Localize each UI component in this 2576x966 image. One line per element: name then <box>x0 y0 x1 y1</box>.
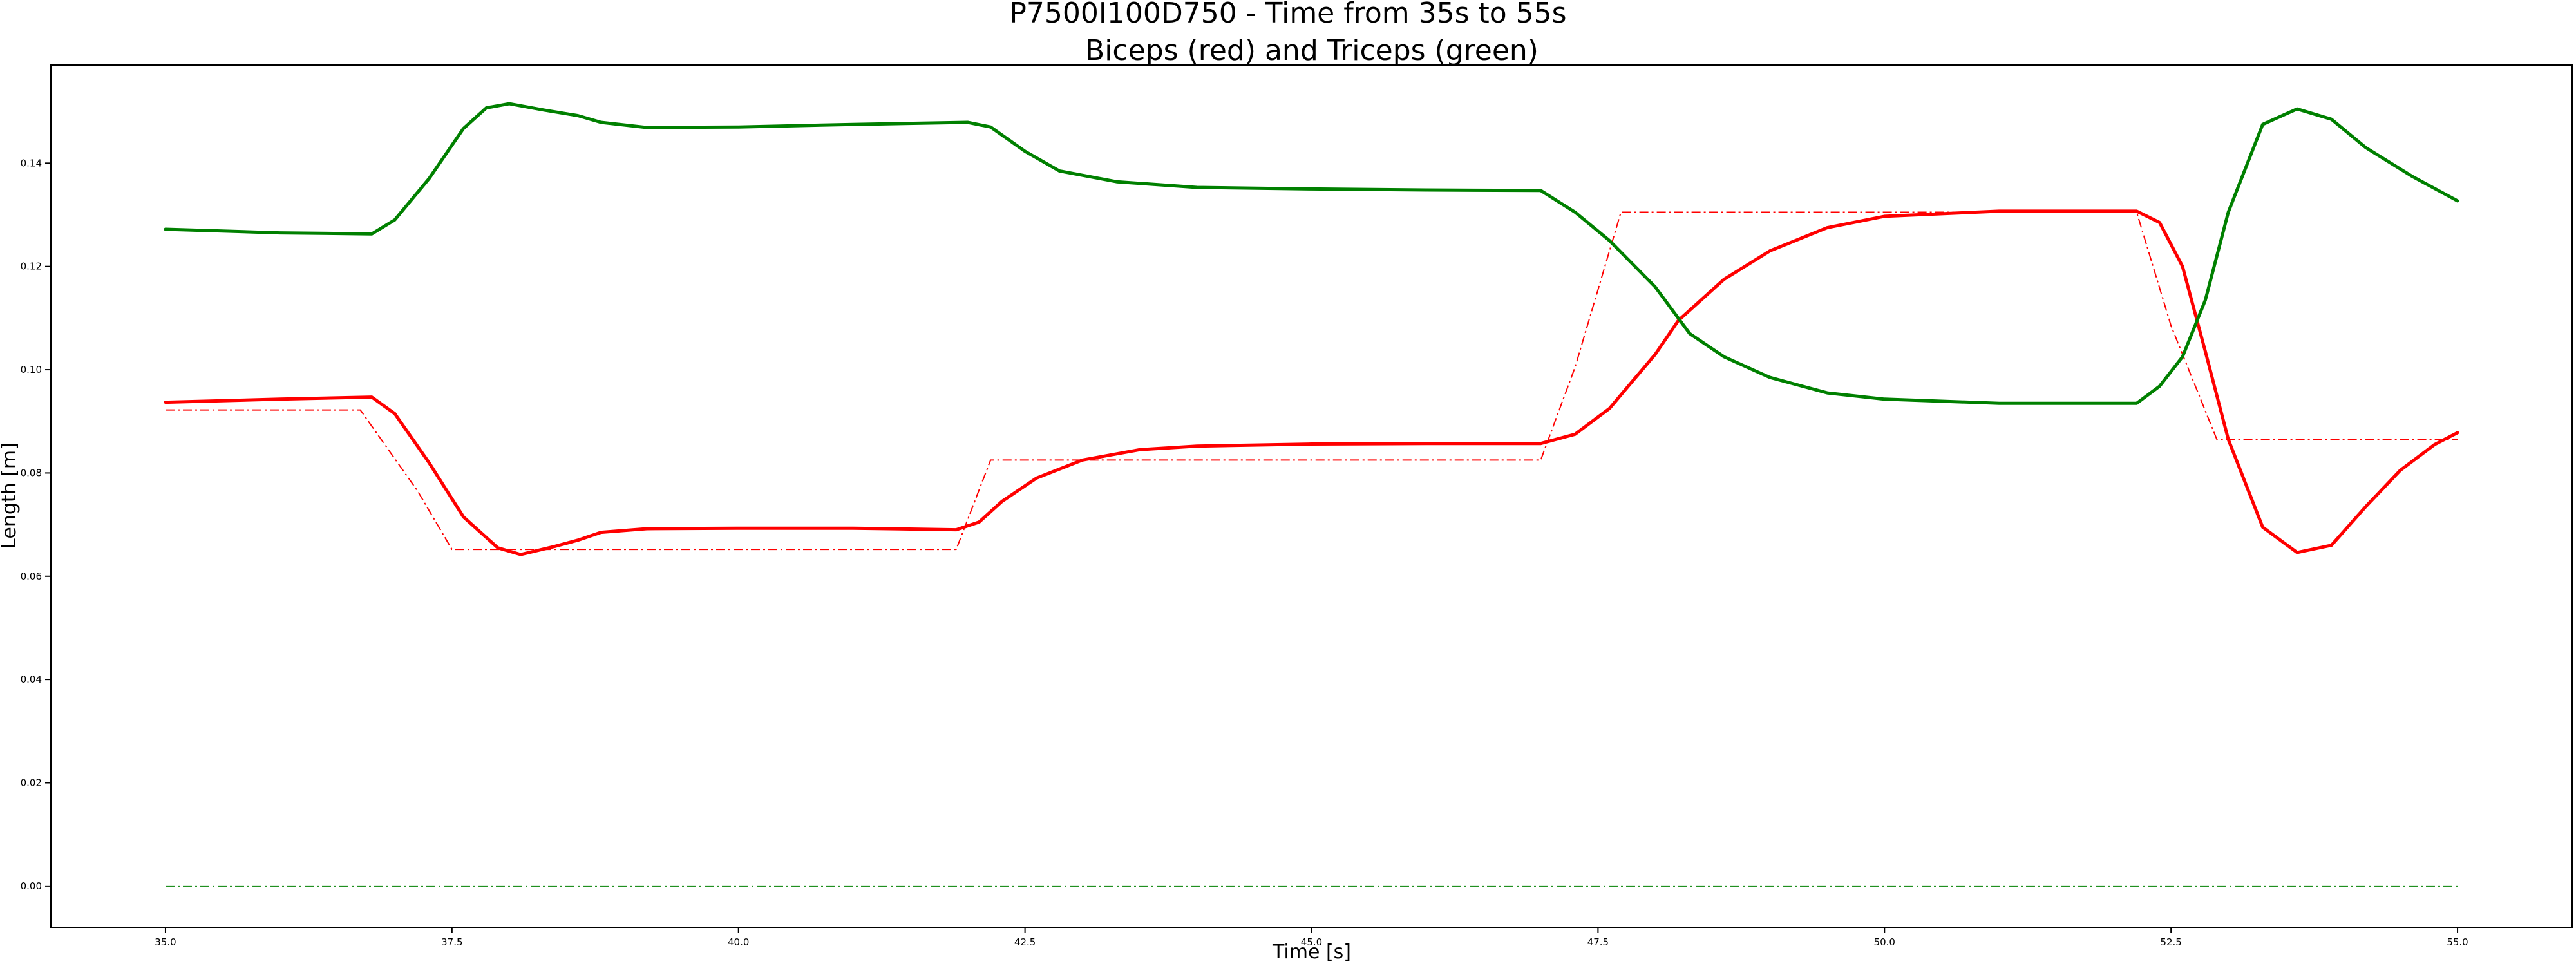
plot-frame <box>50 64 2573 928</box>
series-line-3 <box>164 102 2459 405</box>
x-axis-label: Time [s] <box>1272 941 1351 963</box>
y-tick-label: 0.12 <box>21 261 42 272</box>
chart-title: P7500I100D750 - Time from 35s to 55s <box>1009 0 1566 30</box>
y-tick-label: 0.06 <box>21 571 42 582</box>
x-tick-label: 42.5 <box>1014 936 1036 948</box>
chart-subtitle: Biceps (red) and Triceps (green) <box>1085 34 1539 67</box>
y-tick-label: 0.00 <box>21 880 42 892</box>
y-tick-label: 0.10 <box>21 364 42 375</box>
y-axis-ticks: 0.00 0.02 0.04 0.06 0.08 0.10 0.12 0.14 <box>21 157 51 892</box>
y-axis-label: Length [m] <box>0 442 21 549</box>
x-tick-label: 55.0 <box>2447 936 2468 948</box>
x-tick-label: 47.5 <box>1587 936 1609 948</box>
x-tick-label: 37.5 <box>441 936 462 948</box>
x-axis-ticks: 35.0 37.5 40.0 42.5 45.0 47.5 50.0 52.5 55.0 <box>155 927 2468 948</box>
x-tick-label: 45.0 <box>1301 936 1322 948</box>
series-line-1 <box>164 209 2459 556</box>
series-line-2 <box>166 211 2458 551</box>
x-tick-label: 40.0 <box>728 936 749 948</box>
x-tick-label: 52.5 <box>2160 936 2181 948</box>
x-tick-label: 50.0 <box>1874 936 1895 948</box>
y-tick-label: 0.04 <box>21 674 42 685</box>
series-layer <box>164 102 2459 887</box>
x-tick-label: 35.0 <box>155 936 176 948</box>
y-tick-label: 0.02 <box>21 777 42 788</box>
y-tick-label: 0.14 <box>21 157 42 169</box>
y-tick-label: 0.08 <box>21 467 42 478</box>
